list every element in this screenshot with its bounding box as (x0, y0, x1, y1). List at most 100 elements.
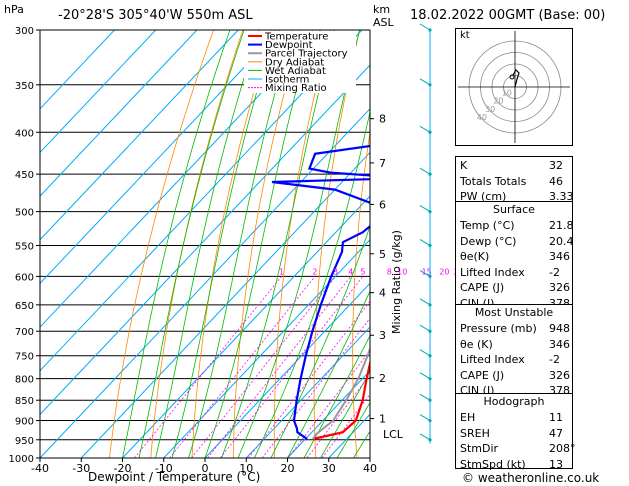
isotherm-line (163, 239, 370, 458)
legend-entry: Mixing Ratio (265, 83, 327, 94)
mixing-ratio-line (134, 276, 282, 458)
x-tick-label: -10 (155, 462, 173, 475)
mixing-ratio-label: 5 (360, 267, 365, 276)
surface-index-label: Temp (°C) (460, 219, 515, 232)
isotherm-line (204, 282, 370, 458)
mu-index-label: θe (K) (460, 337, 493, 351)
general-index-row: Totals Totals 46 (456, 174, 572, 190)
hodo-index-row: StmDir 208° (456, 441, 576, 457)
mixing-ratio-line (169, 276, 316, 458)
pressure-tick-label: 1000 (9, 454, 34, 465)
isotherm-line (40, 30, 157, 154)
mu-index-value: 948 (549, 322, 570, 335)
wind-barb (419, 372, 431, 380)
storm-motion-marker (509, 74, 515, 80)
isotherm-line (40, 30, 198, 197)
wind-barb (419, 349, 431, 357)
surface-index-value: -2 (549, 265, 560, 279)
pressure-tick-label: 850 (15, 396, 34, 407)
general-index-row: K 32 (456, 158, 572, 174)
pressure-tick-label: 400 (15, 128, 34, 139)
wet-adiabat-line (122, 30, 231, 458)
height-unit-label: km (373, 3, 391, 16)
x-tick-label: 0 (202, 462, 209, 475)
mixing-ratio-label: 8 (387, 267, 392, 276)
hodograph-ring-label: 10 (502, 88, 512, 97)
parcel-trajectory-line (312, 346, 370, 440)
mixing-ratio-line (220, 276, 364, 458)
legend-entry: Dry Adiabat (265, 57, 324, 68)
dry-adiabat-line (232, 30, 302, 458)
isotherm-line (40, 30, 239, 241)
hodograph-ring-label: 30 (485, 105, 495, 114)
pressure-tick-label: 700 (15, 327, 34, 338)
mu-index-label: CAPE (J) (460, 368, 505, 382)
wet-adiabat-line (188, 30, 294, 458)
surface-index-row: θe(K) 346 (456, 249, 572, 265)
pressure-tick-label: 800 (15, 375, 34, 386)
general-index-label: K (460, 159, 468, 172)
isotherm-line (40, 30, 280, 285)
wind-barb (419, 324, 431, 332)
mu-index-label: Lifted Index (460, 353, 525, 367)
height-tick-label: 8 (379, 113, 386, 126)
mu-index-row: Lifted Index -2 (456, 352, 572, 368)
hodo-index-value: 11 (549, 411, 563, 424)
general-index-label: Totals Totals (460, 174, 527, 188)
copyright: © weatheronline.co.uk (462, 471, 600, 485)
hodo-index-value: 47 (549, 426, 563, 440)
surface-index-row: CAPE (J) 326 (456, 280, 572, 296)
general-index-row: PW (cm) 3.33 (456, 189, 574, 205)
pressure-tick-label: 650 (15, 301, 34, 312)
hodograph-panel: 10 20 30 40 kt (455, 28, 573, 146)
mixing-ratio-line (191, 276, 336, 458)
mixing-ratio-line (306, 374, 370, 458)
temperature-line (312, 358, 370, 441)
wet-adiabat-line (221, 30, 335, 458)
surface-index-label: Lifted Index (460, 265, 525, 279)
dry-adiabat-line (426, 30, 447, 458)
height-tick-label: 2 (379, 372, 386, 385)
wind-barb (419, 239, 431, 246)
pressure-tick-label: 600 (15, 272, 34, 283)
location-title: -20°28'S 305°40'W 550m ASL (58, 8, 253, 23)
hodo-index-row: StmSpd (kt) 13 (456, 457, 572, 473)
mixing-ratio-label: 15 (422, 267, 432, 276)
dry-adiabat-line (150, 30, 244, 458)
wind-barb (419, 167, 431, 175)
wet-adiabat-line (320, 370, 370, 458)
wind-barb (419, 298, 431, 306)
pressure-tick-label: 900 (15, 417, 34, 428)
hodograph-indices-title: Hodograph (483, 395, 545, 408)
height-tick-label: 5 (379, 248, 386, 261)
surface-index-value: 21.8 (549, 219, 574, 232)
hodograph-unit: kt (460, 30, 470, 41)
pressure-tick-label: 300 (15, 26, 34, 37)
general-index-label: PW (cm) (460, 190, 507, 204)
height-tick-label: 4 (379, 287, 386, 300)
surface-title: Surface (493, 203, 535, 216)
hodograph-ring-label: 20 (493, 97, 503, 106)
mixing-ratio-line (321, 393, 370, 458)
surface-box: Surface Temp (°C) 21.8 Dewp (°C) 20.4 θe(K) 3… (455, 201, 574, 310)
legend-entry: Dewpoint (265, 40, 313, 51)
mixing-ratio-axis-label: Mixing Ratio (g/kg) (390, 230, 403, 334)
dewpoint-line (271, 113, 370, 440)
wind-barb (419, 414, 431, 421)
mu-index-row: CAPE (J) 326 (456, 368, 572, 384)
x-tick-label: 40 (363, 462, 377, 475)
hodo-index-row: EH 11 (456, 410, 572, 426)
legend-entry: Parcel Trajectory (265, 49, 348, 60)
legend-entry: Wet Adiabat (265, 66, 326, 77)
x-tick-label: 10 (239, 462, 253, 475)
hodo-index-label: StmSpd (kt) (460, 457, 526, 471)
mixing-ratio-label: 10 (397, 267, 407, 276)
legend-entry: Temperature (264, 32, 328, 43)
datetime-title: 18.02.2022 00GMT (Base: 00) (410, 8, 606, 23)
isotherm-line (40, 108, 370, 458)
height-ref-label: ASL (373, 16, 394, 29)
wind-barb (419, 393, 431, 401)
surface-index-value: 346 (549, 250, 570, 264)
hodo-index-label: StmDir (460, 442, 499, 456)
